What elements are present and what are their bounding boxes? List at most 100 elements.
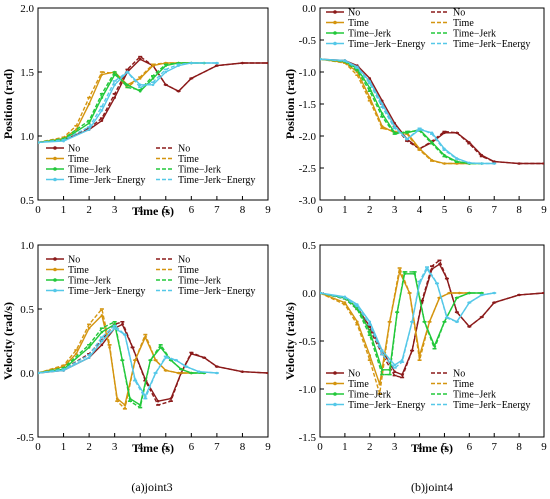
series-line-0 — [38, 58, 268, 144]
series-point — [343, 301, 347, 304]
legend-label: Time−Jerk — [68, 165, 111, 176]
x-axis-label: Time (s) — [411, 441, 453, 455]
legend-label: Time — [178, 265, 199, 276]
legend-marker — [53, 288, 57, 293]
series-line-2 — [320, 58, 470, 165]
x-tick-label: 9 — [541, 441, 547, 453]
y-tick-label: -3.0 — [299, 195, 317, 207]
y-tick-label: -0.5 — [299, 336, 317, 348]
legend-label: Time−Jerk−Energy — [68, 286, 145, 297]
chart-panel-2: 0 1 2 3 4 5 6 7 8 9 -0.5 0.0 0.5 1.0 Time (s) Velocity … — [1, 240, 271, 455]
series-line-2 — [38, 314, 192, 406]
y-tick-label: -1.5 — [299, 99, 317, 111]
y-tick-label: 0.0 — [20, 368, 34, 380]
x-tick-label: 8 — [240, 441, 246, 453]
x-tick-label: 6 — [467, 441, 473, 453]
series-point — [100, 343, 104, 347]
series-point — [380, 368, 384, 372]
x-tick-label: 6 — [189, 441, 195, 453]
legend-label: Time — [68, 265, 89, 276]
series-point — [393, 363, 396, 367]
x-tick-label: 8 — [516, 204, 522, 216]
x-tick-label: 7 — [214, 204, 220, 216]
y-tick-label: 0.5 — [20, 304, 34, 316]
series-point — [368, 330, 372, 333]
x-tick-label: 7 — [491, 441, 497, 453]
caption-a: (a)joint3 — [131, 480, 172, 494]
legend-marker — [53, 278, 57, 282]
legend-label: Time−Jerk — [453, 390, 496, 401]
series-point — [368, 354, 372, 357]
x-tick-label: 0 — [35, 441, 41, 453]
legend-label: No — [178, 144, 190, 155]
y-tick-label: 1.0 — [20, 131, 34, 143]
series-point — [100, 73, 104, 76]
series-line-6 — [38, 62, 217, 144]
x-tick-label: 3 — [392, 441, 398, 453]
y-tick-label: -1.5 — [299, 432, 317, 444]
y-axis-label: Velocity (rad/s) — [1, 302, 15, 380]
legend-label: No — [348, 8, 360, 19]
x-tick-label: 7 — [491, 204, 497, 216]
legend-label: No — [453, 369, 465, 380]
legend-marker — [53, 146, 57, 150]
legend-marker — [333, 10, 337, 14]
series-point — [151, 83, 155, 87]
legend-label: Time−Jerk−Energy — [348, 400, 425, 411]
y-tick-label: 0.5 — [20, 195, 34, 207]
series-point — [126, 83, 129, 87]
series-point — [151, 77, 155, 80]
series-group — [320, 57, 544, 165]
x-tick-label: 1 — [61, 204, 67, 216]
legend-label: Time−Jerk — [453, 29, 496, 40]
series-point — [138, 83, 142, 87]
legend-marker — [53, 257, 57, 261]
x-axis-label: Time (s) — [132, 441, 174, 455]
x-tick-label: 5 — [163, 441, 169, 453]
series-line-5 — [38, 62, 205, 144]
x-tick-label: 0 — [317, 441, 323, 453]
legend-label: Time — [453, 18, 474, 29]
series-line-6 — [320, 58, 495, 165]
series-line-1 — [320, 58, 544, 165]
series-point — [156, 399, 160, 403]
legend-marker — [53, 167, 57, 171]
legend-label: Time — [178, 154, 199, 165]
y-tick-label: 0.5 — [302, 240, 316, 252]
legend-label: No — [453, 8, 465, 19]
x-axis-label: Time (s) — [132, 204, 174, 218]
y-tick-label: -2.0 — [299, 131, 317, 143]
series-point — [87, 121, 91, 125]
legend-marker — [53, 156, 57, 161]
y-axis-label: Velocity (rad/s) — [283, 302, 297, 380]
series-point — [403, 272, 406, 276]
series-point — [87, 128, 91, 131]
legend-label: No — [68, 255, 80, 266]
series-point — [418, 282, 421, 285]
legend-label: Time−Jerk−Energy — [68, 175, 145, 186]
x-tick-label: 2 — [86, 441, 92, 453]
series-line-3 — [38, 308, 192, 410]
series-point — [87, 346, 91, 349]
series-point — [87, 326, 91, 330]
series-line-5 — [320, 271, 482, 376]
series-point — [164, 70, 168, 74]
x-tick-label: 3 — [112, 204, 118, 216]
legend-label: Time−Jerk — [348, 390, 391, 401]
series-point — [380, 102, 384, 106]
legend-marker — [333, 20, 337, 25]
series-line-5 — [38, 321, 205, 409]
legend-label: Time−Jerk−Energy — [348, 39, 425, 50]
chart-panel-1: 0 1 2 3 4 5 6 7 8 9 -3.0 -2.5 -2.0 -1.5 -1.0 -0.5 0.0 Pos… — [283, 3, 547, 216]
x-tick-label: 4 — [417, 204, 423, 216]
legend-marker — [333, 31, 337, 35]
series-line-6 — [320, 268, 495, 366]
y-axis-label: Position (rad) — [1, 69, 15, 139]
series-point — [368, 77, 372, 80]
legend-label: No — [178, 255, 190, 266]
series-point — [138, 57, 142, 61]
x-tick-label: 2 — [367, 441, 373, 453]
x-tick-label: 4 — [137, 204, 143, 216]
legend-marker — [53, 267, 57, 272]
